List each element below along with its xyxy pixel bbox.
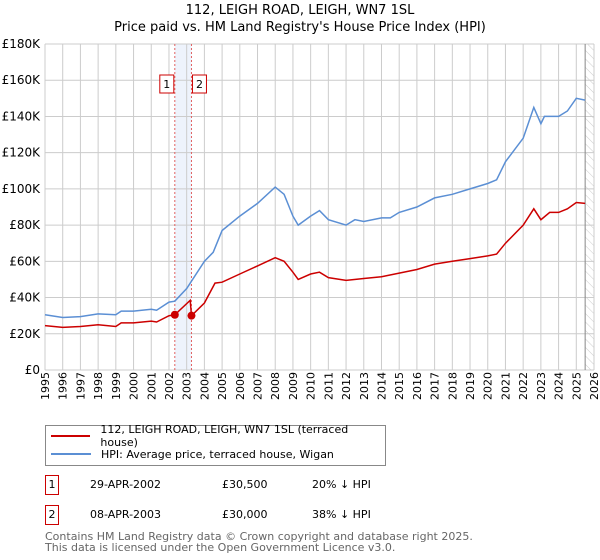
x-tick-label: 1996 <box>57 372 70 400</box>
x-tick-label: 2013 <box>358 372 371 400</box>
legend-item-property: 112, LEIGH ROAD, LEIGH, WN7 1SL (terrace… <box>51 423 385 449</box>
x-tick-label: 1997 <box>74 372 87 400</box>
y-tick-label: £40K <box>9 291 41 305</box>
legend-label-property: 112, LEIGH ROAD, LEIGH, WN7 1SL (terrace… <box>100 423 349 449</box>
footer-copyright: Contains HM Land Registry data © Crown c… <box>45 530 473 543</box>
sale-date: 29-APR-2002 <box>90 478 162 491</box>
x-tick-label: 2005 <box>216 372 229 400</box>
x-tick-label: 2004 <box>198 372 211 400</box>
price-chart: 1995 1996 1997 1998 1999 2000 2001 2002 2003 2004… <box>2 37 600 400</box>
sale-hpi-diff: 20% ↓ HPI <box>312 478 371 491</box>
sale-hpi-diff: 38% ↓ HPI <box>312 508 371 521</box>
x-tick-label: 2023 <box>535 372 548 400</box>
y-tick-label: £60K <box>9 254 41 268</box>
legend-swatch-red <box>51 435 91 437</box>
x-tick-label: 2010 <box>305 372 318 400</box>
sale-marker-label: 1 <box>163 78 170 91</box>
footer-licence: This data is licensed under the Open Gov… <box>45 541 396 554</box>
sale-badge: 1 <box>45 475 59 495</box>
y-tick-label: £140K <box>2 109 42 123</box>
x-tick-label: 2015 <box>393 372 406 400</box>
sale-marker-label: 2 <box>196 78 203 91</box>
x-tick-label: 2024 <box>553 372 566 400</box>
y-tick-label: £0 <box>25 363 40 377</box>
x-tick-label: 2017 <box>429 372 442 400</box>
legend: 112, LEIGH ROAD, LEIGH, WN7 1SL (terrace… <box>45 423 386 466</box>
y-tick-label: £20K <box>9 327 41 341</box>
x-tick-label: 2021 <box>499 372 512 400</box>
x-tick-label: 2006 <box>234 372 247 400</box>
y-tick-label: £160K <box>2 73 42 87</box>
y-tick-label: £120K <box>2 146 42 160</box>
sale-marker-box <box>159 74 175 94</box>
sale-badge: 2 <box>45 505 59 525</box>
chart-subtitle: Price paid vs. HM Land Registry's House … <box>114 20 486 35</box>
x-tick-label: 2002 <box>163 372 176 400</box>
x-tick-label: 1998 <box>92 372 105 400</box>
x-tick-label: 2012 <box>340 372 353 400</box>
legend-swatch-blue <box>51 453 91 455</box>
x-tick-label: 2016 <box>411 372 424 400</box>
x-tick-label: 2007 <box>252 372 265 400</box>
sale-price: £30,000 <box>222 508 268 521</box>
sale-row-2: 2 08-APR-2003 £30,000 38% ↓ HPI <box>45 505 445 525</box>
x-tick-label: 2022 <box>517 372 530 400</box>
x-tick-label: 2014 <box>375 372 388 400</box>
projection-hatch <box>585 44 594 370</box>
price-paid-line <box>44 201 586 329</box>
y-tick-label: £100K <box>2 182 42 196</box>
x-tick-label: 2020 <box>482 372 495 400</box>
x-tick-label: 2000 <box>128 372 141 400</box>
sale-price: £30,500 <box>222 478 268 491</box>
hpi-line <box>44 97 586 319</box>
x-tick-label: 1999 <box>110 372 123 400</box>
sale-point-2 <box>187 311 196 320</box>
x-tick-label: 2001 <box>145 372 158 400</box>
x-tick-label: 2003 <box>181 372 194 400</box>
x-tick-label: 2011 <box>322 372 335 400</box>
x-tick-label: 1995 <box>39 372 52 400</box>
x-tick-label: 2025 <box>570 372 583 400</box>
shaded-period <box>174 44 192 370</box>
x-tick-label: 2019 <box>464 372 477 400</box>
sale-row-1: 1 29-APR-2002 £30,500 20% ↓ HPI <box>45 475 445 495</box>
legend-item-hpi: HPI: Average price, terraced house, Wiga… <box>51 446 334 462</box>
x-tick-label: 2026 <box>588 372 600 400</box>
y-tick-label: £180K <box>2 37 42 51</box>
footer: Contains HM Land Registry data © Crown c… <box>45 531 473 553</box>
x-tick-label: 2018 <box>446 372 459 400</box>
sale-point-1 <box>170 310 179 319</box>
y-tick-label: £80K <box>9 218 41 232</box>
chart-title: 112, LEIGH ROAD, LEIGH, WN7 1SL <box>185 3 415 18</box>
sale-marker-box <box>191 74 207 94</box>
legend-label-hpi: HPI: Average price, terraced house, Wiga… <box>101 447 334 461</box>
x-tick-label: 2009 <box>287 372 300 400</box>
x-tick-label: 2008 <box>269 372 282 400</box>
sale-date: 08-APR-2003 <box>90 508 162 521</box>
